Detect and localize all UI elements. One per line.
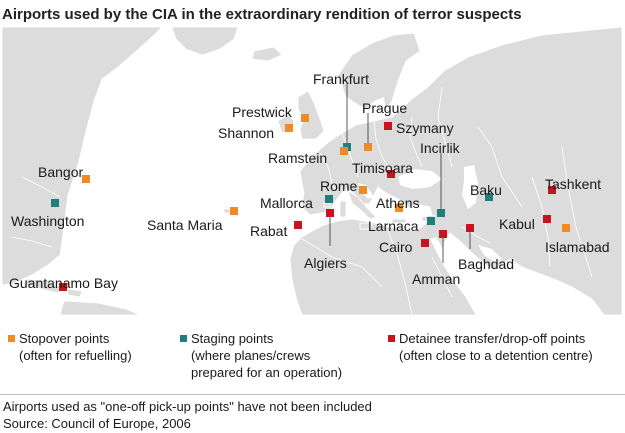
map-title: Airports used by the CIA in the extraord… <box>2 6 522 23</box>
label-athens: Athens <box>376 195 420 211</box>
marker-kabul <box>543 215 551 223</box>
label-kabul: Kabul <box>499 216 535 232</box>
legend-detainee: Detainee transfer/drop-off points (often… <box>388 330 593 364</box>
marker-incirlik <box>437 209 445 217</box>
legend-stopover: Stopover points (often for refuelling) <box>8 330 132 364</box>
label-prestwick: Prestwick <box>232 104 293 120</box>
legend-staging: Staging points (where planes/crews prepa… <box>180 330 342 381</box>
marker-baghdad <box>466 224 474 232</box>
map-svg: Frankfurt Prestwick Shannon Prague Szymany Ra… <box>2 27 622 315</box>
marker-washington <box>51 199 59 207</box>
marker-algiers <box>326 209 334 217</box>
label-amman: Amman <box>412 271 460 287</box>
airport-markers: Frankfurt Prestwick Shannon Prague Szymany Ra… <box>9 71 610 291</box>
label-szymany: Szymany <box>396 120 454 136</box>
marker-prague <box>364 143 372 151</box>
legend-staging-desc1: (where planes/crews <box>191 348 311 363</box>
world-map: Frankfurt Prestwick Shannon Prague Szymany Ra… <box>2 27 622 315</box>
label-baghdad: Baghdad <box>458 256 514 272</box>
legend-staging-title: Staging points <box>191 331 274 346</box>
label-santa-maria: Santa Maria <box>147 217 223 233</box>
staging-swatch <box>180 335 187 342</box>
footer-source: Source: Council of Europe, 2006 <box>3 416 191 431</box>
marker-szymany <box>384 122 392 130</box>
label-incirlik: Incirlik <box>420 140 461 156</box>
marker-prestwick <box>301 114 309 122</box>
stopover-swatch <box>8 335 15 342</box>
footer-divider <box>0 394 625 395</box>
country-borders <box>11 86 593 315</box>
marker-larnaca <box>427 217 435 225</box>
label-islamabad: Islamabad <box>545 239 610 255</box>
marker-athens <box>395 204 403 212</box>
marker-guantanamo-bay <box>59 283 67 291</box>
detainee-swatch <box>388 335 395 342</box>
land-masses <box>2 27 622 315</box>
label-shannon: Shannon <box>218 125 274 141</box>
label-rabat: Rabat <box>250 223 287 239</box>
label-guantanamo-bay: Guantanamo Bay <box>9 275 118 291</box>
label-algiers: Algiers <box>304 255 347 271</box>
label-larnaca: Larnaca <box>368 218 419 234</box>
label-rome: Rome <box>320 178 358 194</box>
label-frankfurt: Frankfurt <box>313 71 369 87</box>
legend-detainee-title: Detainee transfer/drop-off points <box>399 331 586 346</box>
marker-amman <box>439 230 447 238</box>
inland-seas <box>358 97 502 279</box>
label-ramstein: Ramstein <box>268 150 327 166</box>
label-washington: Washington <box>11 213 84 229</box>
label-tashkent: Tashkent <box>545 176 601 192</box>
marker-shannon <box>285 124 293 132</box>
legend-detainee-desc: (often close to a detention centre) <box>399 348 593 363</box>
footer-note: Airports used as "one-off pick-up points… <box>3 399 372 414</box>
label-bangor: Bangor <box>38 164 83 180</box>
legend-stopover-title: Stopover points <box>19 331 110 346</box>
marker-rabat <box>294 221 302 229</box>
marker-timisoara <box>387 170 395 178</box>
marker-bangor <box>82 175 90 183</box>
label-prague: Prague <box>362 100 407 116</box>
marker-mallorca <box>325 195 333 203</box>
marker-tashkent <box>548 186 556 194</box>
label-baku: Baku <box>470 182 502 198</box>
marker-ramstein <box>340 147 348 155</box>
label-cairo: Cairo <box>379 239 413 255</box>
marker-rome <box>359 186 367 194</box>
marker-baku <box>485 193 493 201</box>
marker-cairo <box>421 239 429 247</box>
legend-stopover-desc: (often for refuelling) <box>19 348 132 363</box>
label-mallorca: Mallorca <box>260 195 313 211</box>
marker-islamabad <box>562 224 570 232</box>
legend-staging-desc2: prepared for an operation) <box>191 365 343 380</box>
label-timisoara: Timisoara <box>352 160 413 176</box>
marker-santa-maria <box>230 207 238 215</box>
